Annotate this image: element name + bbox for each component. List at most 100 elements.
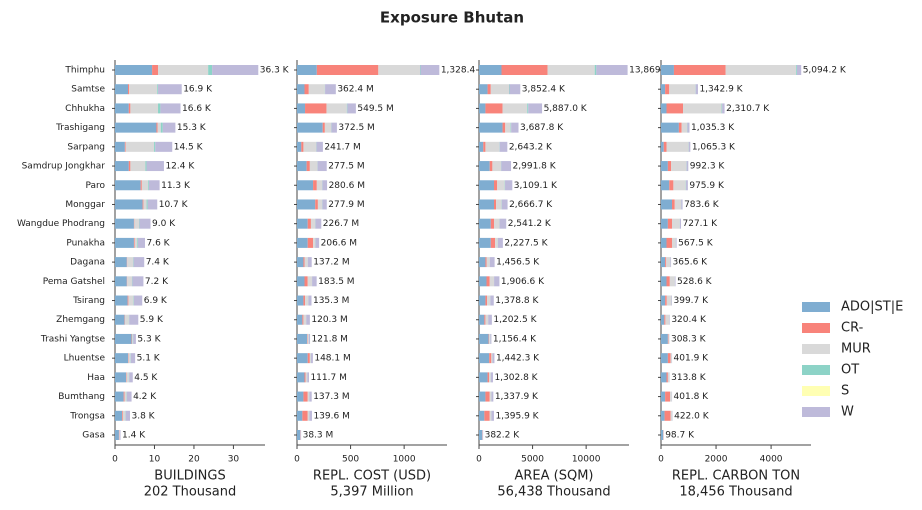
total-label: 2,666.7 K	[509, 200, 553, 210]
y-tick-label: Zhemgang	[56, 315, 105, 325]
bar-segment	[686, 161, 689, 172]
legend-label: OT	[841, 363, 859, 378]
bar-segment	[297, 257, 304, 268]
total-label: 6.9 K	[144, 296, 168, 306]
legend-swatch	[802, 407, 830, 417]
bar-segment	[661, 430, 664, 440]
bar-segment	[499, 141, 508, 152]
total-label: 9.0 K	[152, 219, 176, 229]
bar-segment	[667, 161, 672, 172]
bar-segment	[495, 237, 498, 248]
bar-segment	[661, 122, 679, 133]
bar-segment	[308, 84, 325, 95]
bar-segment	[484, 410, 490, 421]
x-tick-label: 0	[658, 455, 664, 465]
legend-swatch	[802, 386, 830, 396]
bar-segment	[316, 180, 323, 191]
bar-segment	[485, 103, 503, 114]
bar-segment	[125, 410, 130, 421]
bar-segment	[479, 353, 490, 364]
total-label: 401.9 K	[674, 354, 710, 364]
bar-segment	[152, 65, 159, 75]
bar-segment	[479, 257, 486, 268]
y-tick-label: Samtse	[71, 85, 105, 95]
bar-segment	[485, 295, 488, 306]
bar-segment	[492, 353, 495, 364]
bar-segment	[547, 65, 595, 75]
bar-segment	[479, 180, 494, 191]
bar-segment	[156, 122, 158, 133]
bar-segment	[667, 218, 673, 229]
bar-segment	[669, 276, 675, 287]
bar-segment	[128, 84, 130, 95]
bar-segment	[307, 333, 309, 344]
bar-segment	[666, 103, 684, 114]
bar-segment	[311, 353, 313, 364]
x-tick-label: 1000	[393, 455, 416, 465]
bar-segment	[306, 314, 310, 325]
total-label: 567.5 K	[678, 238, 714, 248]
bar-segment	[147, 199, 158, 210]
bar-segment	[307, 410, 310, 421]
bar-segment	[297, 161, 307, 172]
bar-segment	[667, 372, 670, 383]
bar-segment	[115, 276, 127, 287]
bar-segment	[115, 391, 124, 402]
bar-segment	[326, 103, 347, 114]
bar-segment	[669, 180, 674, 191]
total-label: 1.4 K	[122, 431, 146, 441]
bar-segment	[490, 84, 509, 95]
bar-segment	[688, 141, 691, 152]
bar-segment	[130, 103, 159, 114]
bar-segment	[489, 372, 491, 383]
bar-segment	[489, 333, 491, 344]
bar-segment	[485, 257, 487, 268]
bar-segment	[307, 333, 308, 344]
x-tick-label: 500	[342, 455, 359, 465]
bar-segment	[673, 65, 726, 75]
bar-segment	[497, 180, 505, 191]
bar-segment	[304, 276, 308, 287]
bar-segment	[324, 122, 332, 133]
bar-segment	[128, 295, 134, 306]
total-label: 549.5 M	[357, 104, 393, 114]
bar-segment	[160, 103, 181, 114]
bar-segment	[307, 276, 312, 287]
bar-segment	[509, 84, 510, 95]
bar-segment	[157, 122, 161, 133]
total-label: 121.8 M	[312, 334, 348, 344]
bar-segment	[491, 353, 493, 364]
total-label: 183.5 M	[318, 277, 354, 287]
bar-segment	[115, 103, 129, 114]
total-label: 401.8 K	[674, 392, 710, 402]
bar-segment	[145, 161, 147, 172]
legend-label: MUR	[841, 342, 871, 357]
total-label: 372.5 M	[338, 123, 374, 133]
total-label: 1,906.6 K	[501, 277, 545, 287]
bar-segment	[494, 218, 500, 229]
bar-segment	[128, 161, 131, 172]
bar-segment	[667, 353, 671, 364]
total-label: 277.5 M	[328, 162, 364, 172]
total-label: 4.5 K	[134, 373, 158, 383]
bar-segment	[148, 180, 160, 191]
y-tick-label: Thimphu	[64, 66, 105, 76]
y-tick-label: Paro	[85, 181, 105, 191]
bar-segment	[666, 257, 671, 268]
bar-segment	[128, 103, 131, 114]
bar-segment	[501, 199, 508, 210]
bar-segment	[681, 122, 688, 133]
y-tick-label: Sarpang	[67, 142, 105, 152]
bar-segment	[129, 372, 133, 383]
bar-segment	[490, 295, 494, 306]
x-axis-label: AREA (SQM)	[514, 469, 593, 484]
bar-segment	[303, 257, 305, 268]
total-label: 1,065.3 K	[692, 142, 736, 152]
bar-segment	[661, 199, 673, 210]
y-tick-label: Bumthang	[58, 392, 105, 402]
total-label: 727.1 K	[683, 219, 719, 229]
bar-segment	[158, 84, 182, 95]
bar-segment	[313, 180, 317, 191]
bar-segment	[115, 199, 143, 210]
bar-segment	[499, 218, 507, 229]
